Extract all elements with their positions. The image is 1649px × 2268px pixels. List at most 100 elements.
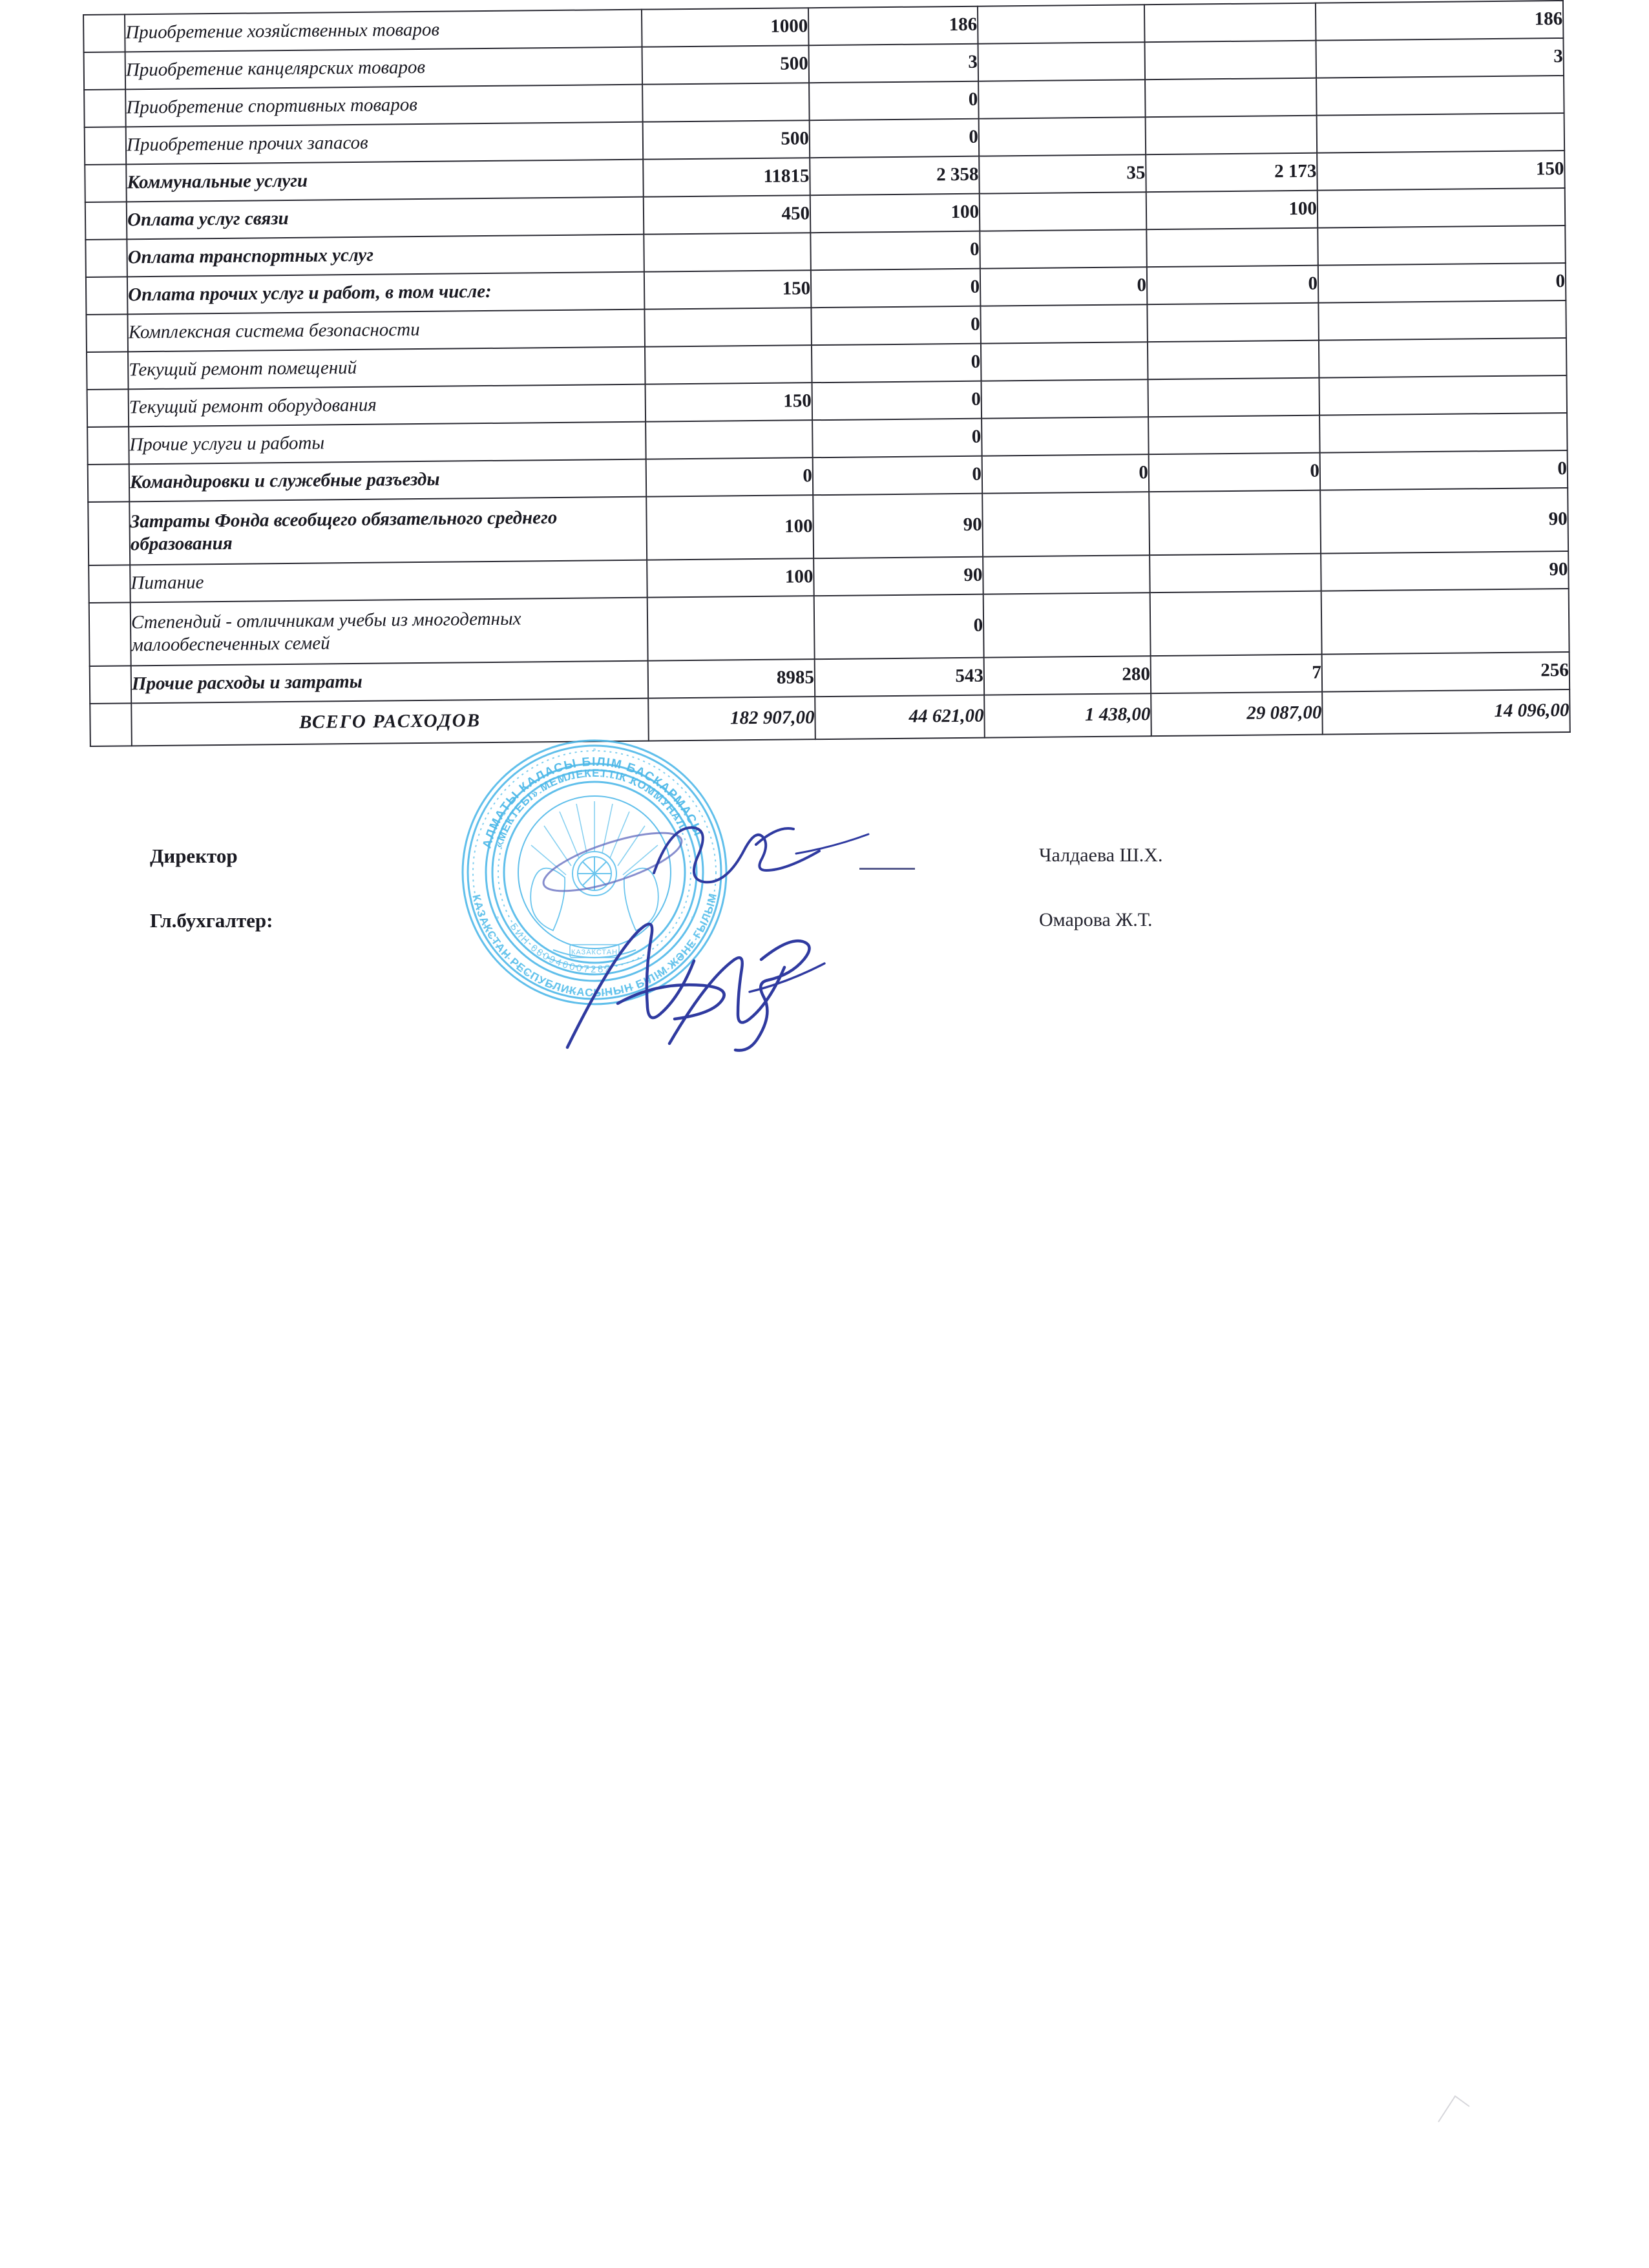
row-value-col-a: 0 xyxy=(980,267,1148,306)
row-value-total: 0 xyxy=(812,418,982,458)
row-value-total: 543 xyxy=(814,657,985,697)
row-value-col-c xyxy=(1319,375,1568,415)
row-value-col-c xyxy=(1316,113,1565,153)
row-value-plan xyxy=(646,420,813,459)
row-value-total: 0 xyxy=(811,343,982,383)
row-label-cell: Прочие расходы и затраты xyxy=(131,660,649,704)
row-index-cell xyxy=(85,202,127,240)
row-value-col-a xyxy=(981,379,1149,419)
row-index-cell xyxy=(85,164,127,202)
row-index-cell xyxy=(89,565,131,603)
row-value-col-a: 0 xyxy=(982,454,1150,494)
row-label-cell: Коммунальные услуги xyxy=(126,159,644,202)
total-value-col-b: 29 087,00 xyxy=(1151,691,1323,737)
row-value-col-b: 0 xyxy=(1148,452,1321,492)
row-value-col-c: 256 xyxy=(1321,651,1570,692)
row-value-col-c xyxy=(1318,337,1567,378)
row-value-plan xyxy=(647,596,815,661)
expense-table-body: Приобретение хозяйственных товаров 1000 18… xyxy=(83,1,1570,746)
row-label-cell: Оплата услуг связи xyxy=(126,196,644,240)
row-index-cell xyxy=(87,352,129,390)
row-value-col-a xyxy=(978,117,1146,156)
director-name: Чалдаева Ш.Х. xyxy=(1039,845,1163,866)
row-value-plan: 1000 xyxy=(641,8,809,47)
row-value-col-b: 2 173 xyxy=(1146,152,1318,193)
row-value-col-a xyxy=(980,342,1148,381)
row-index-cell xyxy=(85,277,128,315)
row-value-col-b xyxy=(1144,40,1317,80)
row-value-plan: 150 xyxy=(644,270,812,310)
row-value-col-b xyxy=(1144,3,1316,43)
row-index-cell xyxy=(88,501,131,565)
row-value-plan: 100 xyxy=(647,558,814,598)
expense-table: Приобретение хозяйственных товаров 1000 18… xyxy=(83,0,1571,747)
corner-pencil-mark xyxy=(1438,2095,1470,2123)
row-value-col-a xyxy=(982,417,1149,456)
row-value-col-b xyxy=(1145,78,1317,118)
row-value-total: 100 xyxy=(810,193,980,233)
row-value-total: 2 358 xyxy=(810,156,980,196)
director-signature-line xyxy=(859,868,915,870)
row-value-col-a xyxy=(979,192,1147,231)
row-value-col-b xyxy=(1150,591,1322,656)
row-value-col-c xyxy=(1317,187,1566,228)
row-label-cell: Степендий - отличникам учебы из многодет… xyxy=(130,597,648,666)
row-value-col-a xyxy=(983,555,1150,594)
row-value-total: 0 xyxy=(812,381,982,421)
row-value-total: 0 xyxy=(810,268,981,308)
row-value-col-a xyxy=(977,5,1145,44)
row-label-cell: Затраты Фонда всеобщего обязательного ср… xyxy=(129,496,647,565)
row-label-cell: Приобретение хозяйственных товаров xyxy=(125,9,642,52)
row-value-col-a xyxy=(980,304,1148,344)
row-value-col-b xyxy=(1148,377,1320,417)
row-value-plan xyxy=(644,233,811,272)
row-value-col-b xyxy=(1150,553,1321,593)
total-value-col-c: 14 096,00 xyxy=(1322,689,1570,735)
row-value-col-b xyxy=(1147,302,1319,342)
row-value-total: 90 xyxy=(813,493,983,559)
row-value-plan: 500 xyxy=(642,45,810,85)
row-value-plan xyxy=(644,308,812,347)
row-index-cell xyxy=(84,89,126,127)
row-index-cell xyxy=(83,52,126,90)
row-label-cell: Приобретение канцелярских товаров xyxy=(125,47,643,90)
row-value-col-a xyxy=(983,593,1151,658)
row-value-total: 186 xyxy=(808,6,978,46)
row-value-col-b: 0 xyxy=(1146,265,1319,305)
row-value-col-b xyxy=(1147,340,1319,380)
director-label: Директор xyxy=(150,845,238,867)
row-value-total: 3 xyxy=(808,43,979,83)
row-value-total: 0 xyxy=(811,306,981,346)
row-label-cell: Текущий ремонт помещений xyxy=(128,346,646,390)
row-label-cell: Текущий ремонт оборудования xyxy=(128,384,646,427)
row-value-col-a: 35 xyxy=(979,154,1146,194)
total-value-plan: 182 907,00 xyxy=(648,697,815,741)
row-label-cell: Командировки и служебные разъезды xyxy=(129,459,647,502)
row-label-cell: Прочие услуги и работы xyxy=(129,421,646,465)
row-value-col-a xyxy=(980,229,1147,269)
row-value-total: 90 xyxy=(814,556,983,596)
signature-block: Директор Чалдаева Ш.Х. Гл.бухгалтер: Ома… xyxy=(0,830,1649,1011)
row-label-cell: Питание xyxy=(130,560,647,603)
row-value-col-c: 0 xyxy=(1319,450,1568,490)
row-value-col-b: 7 xyxy=(1150,654,1323,694)
row-value-col-c xyxy=(1316,76,1564,116)
row-value-plan: 450 xyxy=(643,195,811,235)
row-value-col-c xyxy=(1318,225,1566,266)
row-value-col-c: 3 xyxy=(1316,38,1564,78)
row-value-plan: 150 xyxy=(645,383,813,422)
row-value-plan: 100 xyxy=(646,495,814,560)
row-value-col-b: 100 xyxy=(1146,190,1318,230)
row-value-col-a: 280 xyxy=(983,656,1151,695)
accountant-label: Гл.бухгалтер: xyxy=(150,909,273,932)
row-value-col-b xyxy=(1146,227,1318,268)
row-value-col-c: 186 xyxy=(1315,1,1564,41)
row-value-plan: 0 xyxy=(646,457,814,497)
row-value-col-c: 90 xyxy=(1321,551,1569,591)
row-value-col-c xyxy=(1319,412,1568,453)
row-value-total: 0 xyxy=(809,81,979,121)
row-index-cell xyxy=(86,314,129,352)
total-value-total: 44 621,00 xyxy=(815,695,985,740)
row-index-cell xyxy=(89,602,131,666)
